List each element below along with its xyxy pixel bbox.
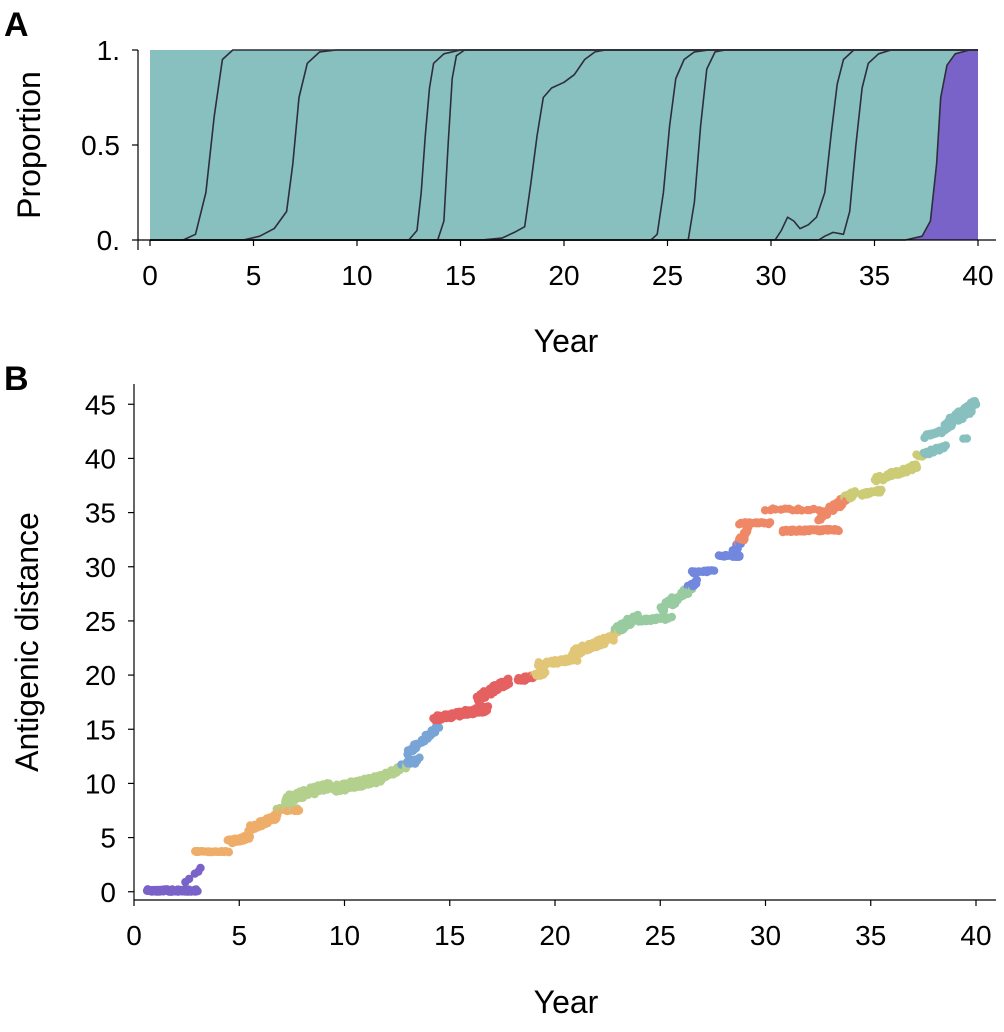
panel-a-y-tick-label: 1. [97, 35, 120, 66]
proportion-areas [150, 49, 978, 241]
antigen-point [324, 779, 334, 788]
antigen-point [709, 566, 719, 575]
panel-b-x-tick-label: 20 [539, 920, 570, 951]
antigen-point [434, 723, 444, 732]
panel-a-x-axis-title: Year [534, 323, 599, 359]
panel-b-y-tick-label: 5 [100, 823, 116, 854]
antigen-point [244, 834, 254, 843]
proportion-boundary-9 [150, 49, 978, 241]
proportion-boundary-2 [150, 49, 978, 241]
panel-b-label: B [4, 360, 29, 398]
panel-a-proportion-chart: 0 5 10 15 20 25 30 35 40 0. 0.5 1. Year Proportion [11, 35, 996, 359]
panel-a-x-tick-label: 20 [548, 260, 579, 291]
panel-b-y-tick-label: 30 [85, 552, 116, 583]
panel-a-y-axis-title: Proportion [11, 71, 47, 219]
panel-a-y-tick-label: 0. [97, 225, 120, 256]
proportion-boundary-6 [150, 49, 978, 241]
panel-a-x-tick-label: 10 [341, 260, 372, 291]
panel-b-y-tick-label: 0 [100, 877, 116, 908]
proportion-boundary-5 [150, 49, 978, 241]
antigen-point [912, 463, 922, 472]
panel-a-x-tick-label: 35 [859, 260, 890, 291]
antigen-point [193, 887, 202, 896]
panel-a-x-tick-label: 30 [755, 260, 786, 291]
panel-b-y-tick-label: 25 [85, 606, 116, 637]
panel-b-y-tick-label: 20 [85, 660, 116, 691]
panel-b-x-tick-label: 5 [231, 920, 247, 951]
antigen-point [667, 612, 676, 622]
panel-b-y-tick-label: 35 [85, 498, 116, 529]
antigen-point [272, 813, 281, 823]
antigen-point [415, 753, 424, 762]
antigen-point [196, 863, 205, 873]
panel-b-x-tick-label: 30 [750, 920, 781, 951]
panel-b-y-tick-label: 15 [85, 714, 116, 745]
panel-b-x-tick-label: 25 [645, 920, 676, 951]
panel-b-y-tick-label: 10 [85, 768, 116, 799]
panel-b-y-axis-title: Antigenic distance [9, 512, 45, 772]
panel-a-x-tick-label: 0 [142, 260, 158, 291]
proportion-boundary-3 [150, 49, 978, 241]
panel-a-x-tick-label: 5 [246, 260, 262, 291]
antigen-point [834, 526, 843, 536]
panel-b-x-axis-title: Year [534, 984, 599, 1020]
panel-b-y-tick-label: 45 [85, 389, 116, 420]
antigen-point [692, 575, 701, 585]
panel-b-axes: 0 5 10 15 20 25 30 35 40 0 5 10 15 20 25 30 35 40 45 [85, 384, 996, 951]
panel-b-x-tick-label: 40 [960, 920, 991, 951]
panel-a-axes: 0 5 10 15 20 25 30 35 40 0. 0.5 1. [81, 35, 996, 291]
antigen-point [503, 675, 512, 684]
proportion-boundary-1 [150, 49, 978, 241]
antigen-point [482, 704, 491, 714]
proportion-boundary-8 [150, 49, 978, 241]
proportion-boundary-4 [150, 49, 978, 241]
proportion-boundary-10 [150, 49, 978, 241]
panel-a-x-tick-label: 25 [652, 260, 683, 291]
antigen-point [292, 805, 301, 814]
proportion-boundary-7 [150, 49, 978, 241]
antigen-point [970, 400, 979, 409]
panel-b-x-tick-label: 10 [329, 920, 360, 951]
antigen-point [962, 434, 971, 443]
panel-b-y-tick-label: 40 [85, 443, 116, 474]
antigen-point [224, 847, 233, 856]
antigen-point [184, 874, 194, 884]
antigen-point [877, 485, 886, 494]
antigen-point [765, 518, 775, 527]
panel-b-x-tick-label: 35 [855, 920, 886, 951]
antigen-point [941, 441, 950, 450]
antigenic-points [142, 397, 981, 896]
proportion-area-11 [150, 50, 978, 240]
antigen-point [541, 668, 550, 677]
panel-a-y-tick-label: 0.5 [81, 130, 120, 161]
panel-a-x-tick-label: 40 [962, 260, 993, 291]
panel-a-label: A [4, 6, 29, 44]
panel-a-x-tick-label: 15 [445, 260, 476, 291]
panel-b-x-tick-label: 0 [126, 920, 142, 951]
panel-b-x-tick-label: 15 [434, 920, 465, 951]
